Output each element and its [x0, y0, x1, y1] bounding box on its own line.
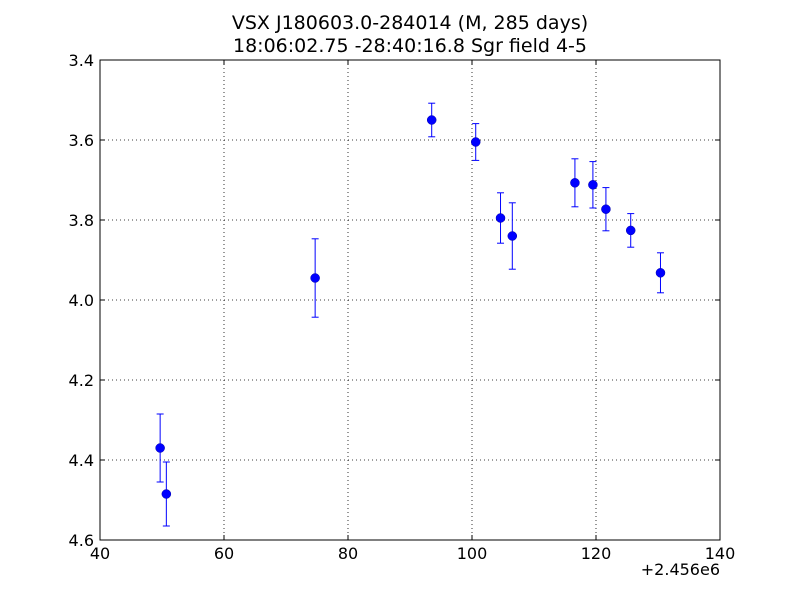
data-point — [470, 137, 481, 147]
data-point — [495, 213, 506, 223]
x-offset-label: +2.456e6 — [641, 560, 720, 579]
y-tick-label: 4.4 — [69, 451, 94, 470]
chart-subtitle: 18:06:02.75 -28:40:16.8 Sgr field 4-5 — [233, 35, 587, 57]
data-point-group — [155, 413, 165, 483]
x-tick-label: 100 — [457, 544, 488, 563]
y-tick-label: 3.8 — [69, 211, 94, 230]
y-tick-label: 4.0 — [69, 291, 94, 310]
grid-lines — [100, 60, 720, 540]
data-point — [507, 231, 518, 241]
data-point-group — [588, 161, 598, 209]
data-point-group — [310, 238, 320, 318]
axis-ticks — [99, 59, 721, 541]
data-point-group — [625, 213, 636, 248]
data-point-group — [161, 461, 172, 527]
data-point — [655, 268, 666, 278]
data-point-group — [495, 192, 506, 244]
y-tick-label: 4.2 — [69, 371, 94, 390]
y-tick-label: 3.4 — [69, 51, 94, 70]
x-tick-label: 40 — [90, 544, 110, 563]
x-tick-label: 140 — [705, 544, 736, 563]
x-tick-label: 60 — [214, 544, 234, 563]
data-point — [310, 273, 320, 283]
y-tick-label: 3.6 — [69, 131, 94, 150]
chart-title: VSX J180603.0-284014 (M, 285 days) — [232, 12, 588, 34]
data-point — [570, 178, 580, 188]
data-point — [625, 225, 636, 236]
x-tick-label: 80 — [338, 544, 358, 563]
x-tick-label: 120 — [581, 544, 612, 563]
data-point — [426, 115, 437, 125]
data-point-group — [601, 187, 611, 232]
data-point-group — [570, 158, 580, 208]
data-series — [155, 102, 666, 527]
data-point — [155, 443, 165, 453]
data-point — [588, 180, 598, 190]
data-point-group — [470, 123, 481, 161]
data-point — [161, 489, 172, 499]
data-point-group — [426, 102, 437, 138]
y-tick-label: 4.6 — [69, 531, 94, 550]
data-point — [601, 204, 611, 214]
data-point-group — [507, 202, 518, 270]
tick-labels: 40 60 80 100 120 140 3.4 3.6 3.8 4.0 4.2 4.4 4.6 — [69, 51, 736, 563]
data-point-group — [655, 252, 666, 294]
